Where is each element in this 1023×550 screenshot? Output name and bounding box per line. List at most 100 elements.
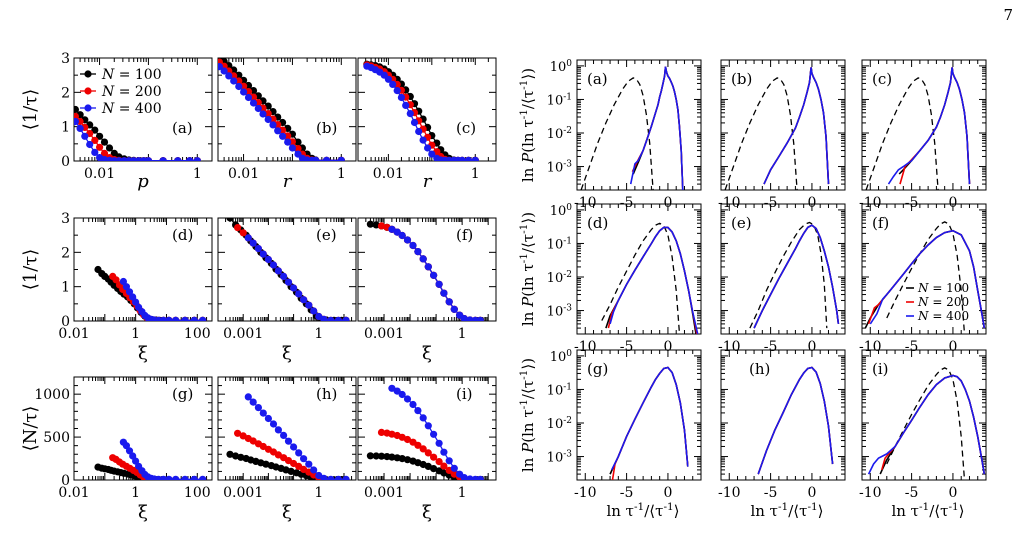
y-tick-base: 10 bbox=[550, 60, 567, 75]
data-point bbox=[264, 115, 272, 124]
data-point bbox=[305, 301, 313, 309]
data-point bbox=[342, 475, 350, 480]
data-point bbox=[244, 234, 252, 242]
data-point bbox=[74, 105, 79, 114]
panel-left-f: 0.001 1 ξ (f) bbox=[357, 217, 497, 364]
legend-label-var: N bbox=[917, 281, 929, 295]
x-axis-label: p bbox=[137, 171, 149, 192]
series-N400 bbox=[867, 374, 986, 475]
data-point bbox=[181, 475, 189, 480]
data-point bbox=[165, 475, 173, 480]
data-point bbox=[424, 422, 432, 430]
series-N400 bbox=[119, 277, 207, 321]
series-group bbox=[609, 366, 689, 480]
data-point bbox=[96, 132, 104, 140]
series-N400 bbox=[753, 224, 840, 329]
data-point bbox=[388, 453, 396, 461]
data-point bbox=[274, 127, 282, 135]
data-point bbox=[476, 475, 484, 480]
data-point bbox=[234, 429, 242, 437]
data-point bbox=[415, 127, 423, 136]
y-axis-label-part: ln bbox=[519, 307, 537, 326]
data-point bbox=[290, 284, 298, 292]
panel-label: (h) bbox=[316, 385, 337, 403]
x-tick-label: -5 bbox=[620, 339, 634, 355]
x-tick-label: 0.001 bbox=[364, 485, 404, 501]
data-point bbox=[225, 72, 233, 80]
data-point bbox=[74, 117, 79, 126]
data-point bbox=[305, 460, 313, 468]
x-tick-label: -5 bbox=[764, 485, 778, 501]
panel-label: (e) bbox=[731, 214, 752, 232]
x-tick-label: 1 bbox=[471, 166, 480, 182]
data-point bbox=[294, 138, 302, 146]
y-tick-label: 0 bbox=[61, 314, 70, 330]
y-tick-base: 10 bbox=[547, 417, 564, 432]
x-tick-label: 0 bbox=[663, 339, 672, 355]
ticks bbox=[357, 376, 497, 481]
data-point bbox=[199, 475, 207, 480]
data-point bbox=[249, 99, 258, 107]
y-tick-base: 10 bbox=[550, 204, 567, 219]
data-point bbox=[226, 450, 234, 458]
ticks bbox=[576, 60, 702, 191]
data-point bbox=[172, 475, 180, 480]
y-tick-label: 1 bbox=[61, 120, 70, 136]
data-point bbox=[244, 93, 253, 102]
data-point bbox=[366, 452, 374, 460]
data-point bbox=[445, 298, 453, 306]
x-tick-label: 0.01 bbox=[58, 326, 89, 342]
data-point bbox=[402, 101, 410, 109]
y-axis-label-part: -1 bbox=[518, 399, 530, 409]
y-axis-label-part: ⟩) bbox=[519, 358, 537, 370]
x-tick-label: 1 bbox=[131, 326, 140, 342]
series-line bbox=[753, 224, 840, 329]
panel-label: (a) bbox=[587, 70, 608, 88]
series-N200 bbox=[218, 58, 345, 161]
legend-label: N = 200 bbox=[917, 295, 969, 309]
y-tick-label: 10-1 bbox=[547, 92, 572, 108]
panel-label: (i) bbox=[456, 385, 473, 403]
x-tick-label: 0.01 bbox=[373, 166, 404, 182]
data-point bbox=[323, 156, 331, 161]
series-line bbox=[887, 67, 971, 185]
legend-label-val: = 100 bbox=[114, 67, 161, 83]
plot-frame bbox=[720, 59, 846, 191]
panel-left-b: 0.01 1 r (b) bbox=[217, 57, 357, 192]
data-point bbox=[249, 239, 257, 247]
x-tick-label: 1 bbox=[314, 326, 323, 342]
ticks bbox=[861, 60, 987, 191]
data-point bbox=[125, 447, 134, 455]
data-point bbox=[165, 316, 173, 321]
data-point bbox=[159, 316, 168, 321]
series-dashed bbox=[865, 77, 939, 190]
data-point bbox=[460, 474, 468, 480]
ticks bbox=[576, 204, 702, 335]
x-tick-label: 0 bbox=[807, 485, 816, 501]
legend-marker bbox=[84, 104, 92, 112]
plot-frame bbox=[720, 349, 846, 481]
x-axis-label: r bbox=[283, 171, 293, 192]
y-tick-label: 1000 bbox=[34, 387, 70, 403]
panel-label: (g) bbox=[172, 385, 193, 403]
data-point bbox=[159, 475, 168, 480]
series-N100 bbox=[366, 452, 484, 480]
data-point bbox=[397, 93, 405, 102]
dashed-curve bbox=[724, 77, 798, 190]
legend-item-N400: N = 400 bbox=[906, 309, 969, 323]
legend-marker bbox=[84, 70, 92, 78]
data-point bbox=[409, 241, 417, 250]
y-tick-label: 10-3 bbox=[547, 450, 573, 466]
y-axis-label-part: /⟨τ bbox=[519, 90, 537, 109]
y-tick-base: 10 bbox=[550, 350, 567, 365]
y-axis-label-part: (ln τ bbox=[519, 119, 537, 152]
legend-label-var: N bbox=[917, 295, 929, 309]
x-axis-label-part: -1 bbox=[807, 501, 817, 513]
x-axis-label-part: /⟨τ bbox=[929, 502, 948, 520]
data-point bbox=[226, 218, 234, 222]
y-axis-label-part: ln bbox=[519, 453, 537, 472]
x-tick-label: -10 bbox=[574, 195, 597, 211]
legend-label-val: = 400 bbox=[114, 101, 161, 117]
y-tick-label: 1 bbox=[61, 280, 70, 296]
